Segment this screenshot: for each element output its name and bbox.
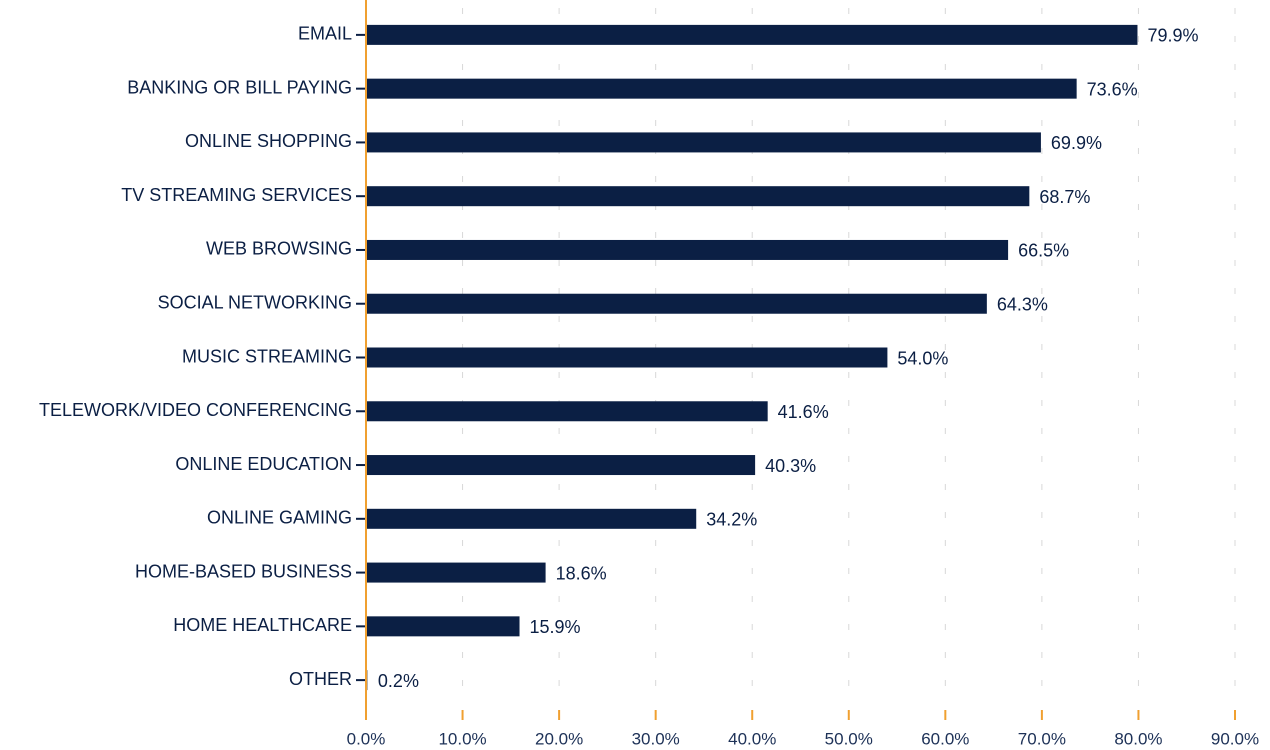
- x-tick-label: 90.0%: [1211, 729, 1259, 748]
- bar: [366, 562, 546, 583]
- y-tick-label: HOME HEALTHCARE: [173, 615, 352, 635]
- bar: [366, 24, 1138, 45]
- y-tick-label: SOCIAL NETWORKING: [158, 292, 352, 312]
- y-tick-label: HOME-BASED BUSINESS: [135, 561, 352, 581]
- data-label: 66.5%: [1018, 241, 1069, 261]
- y-tick-label: ONLINE SHOPPING: [185, 131, 352, 151]
- x-tick-label: 70.0%: [1018, 729, 1066, 748]
- x-tick-label: 50.0%: [825, 729, 873, 748]
- data-label: 69.9%: [1051, 133, 1102, 153]
- bar: [366, 508, 697, 529]
- data-label: 54.0%: [897, 348, 948, 368]
- data-label: 18.6%: [556, 563, 607, 583]
- bar: [366, 239, 1009, 260]
- bar: [366, 293, 987, 314]
- y-tick-label: ONLINE EDUCATION: [175, 454, 352, 474]
- bar: [366, 401, 768, 422]
- x-tick-label: 30.0%: [632, 729, 680, 748]
- data-label: 64.3%: [997, 294, 1048, 314]
- bar: [366, 78, 1077, 99]
- data-label: 15.9%: [530, 617, 581, 637]
- x-tick-label: 0.0%: [347, 729, 386, 748]
- x-tick-label: 60.0%: [921, 729, 969, 748]
- bar: [366, 132, 1041, 153]
- bar: [366, 455, 756, 476]
- y-tick-label: TELEWORK/VIDEO CONFERENCING: [39, 400, 352, 420]
- y-tick-label: MUSIC STREAMING: [182, 346, 352, 366]
- y-tick-label: ONLINE GAMING: [207, 508, 352, 528]
- bar: [366, 616, 520, 637]
- y-tick-label: EMAIL: [298, 24, 352, 44]
- data-label: 41.6%: [778, 402, 829, 422]
- data-label: 79.9%: [1147, 26, 1198, 46]
- data-label: 73.6%: [1087, 79, 1138, 99]
- bar: [366, 347, 888, 368]
- y-tick-label: WEB BROWSING: [206, 239, 352, 259]
- x-tick-label: 10.0%: [438, 729, 486, 748]
- x-tick-label: 40.0%: [728, 729, 776, 748]
- data-label: 0.2%: [378, 671, 419, 691]
- data-label: 34.2%: [706, 510, 757, 530]
- data-label: 40.3%: [765, 456, 816, 476]
- data-label: 68.7%: [1039, 187, 1090, 207]
- x-tick-label: 80.0%: [1114, 729, 1162, 748]
- x-tick-label: 20.0%: [535, 729, 583, 748]
- bar: [366, 186, 1030, 207]
- y-tick-label: OTHER: [289, 669, 352, 689]
- y-tick-label: BANKING OR BILL PAYING: [127, 77, 352, 97]
- y-tick-label: TV STREAMING SERVICES: [121, 185, 352, 205]
